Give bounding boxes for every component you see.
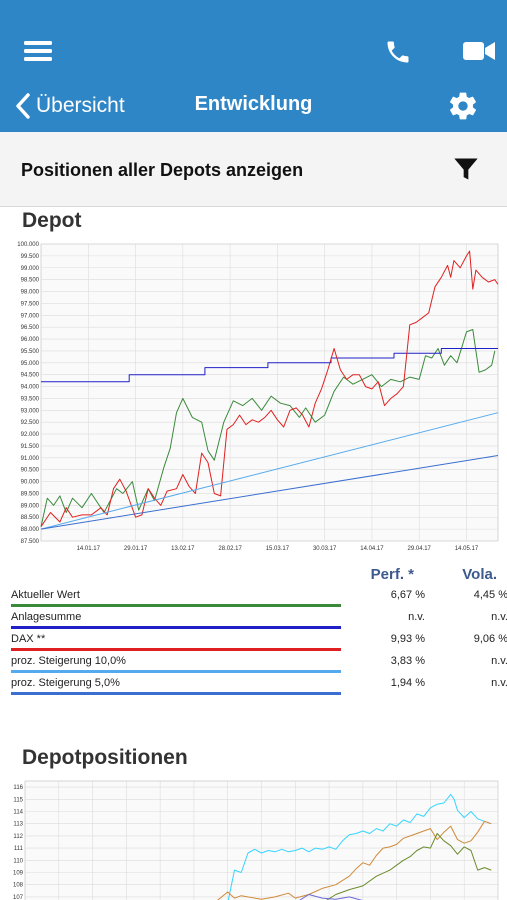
series-line-aktueller-wert: [40, 329, 496, 527]
back-button[interactable]: Übersicht: [14, 90, 125, 122]
x-tick-label: 13.02.17: [171, 546, 195, 552]
x-tick-label: 15.03.17: [266, 546, 290, 552]
legend-perf: n.v.: [408, 611, 425, 623]
page-title: Entwicklung: [194, 93, 313, 115]
y-tick-label: 90.500: [21, 468, 40, 474]
y-tick-label: 115: [13, 797, 23, 803]
legend-name: proz. Steigerung 10,0%: [11, 655, 126, 667]
y-tick-label: 98.500: [21, 278, 40, 284]
series-line-proz-steigerung-5-0-: [40, 455, 499, 530]
y-tick-label: 107: [13, 895, 24, 900]
depot-chart: 87.500 88.000 88.500 89.000 89.500 90.000 90.5…: [17, 242, 499, 552]
y-tick-label: 109: [13, 871, 24, 877]
legend-row-anlagesumme: Anlagesumme n.v. n.v.: [11, 611, 507, 633]
y-tick-label: 95.000: [21, 361, 40, 367]
y-tick-label: 96.000: [21, 337, 40, 343]
chevron-left-icon: [16, 93, 30, 119]
vola-column-header: Vola.: [462, 566, 497, 583]
legend-row-dax: DAX ** 9,93 % 9,06 %: [11, 633, 507, 655]
y-tick-label: 97.500: [21, 301, 40, 307]
y-tick-label: 94.000: [21, 385, 40, 391]
series-line-position: [326, 833, 492, 900]
series-line-proz-steigerung-10-0-: [40, 412, 499, 530]
legend-name: Aktueller Wert: [11, 589, 80, 601]
legend-row-steigerung-10: proz. Steigerung 10,0% 3,83 % n.v.: [11, 655, 507, 677]
x-tick-label: 28.02.17: [218, 546, 242, 552]
hamburger-icon[interactable]: [24, 40, 52, 62]
y-tick-label: 96.500: [21, 325, 40, 331]
y-tick-label: 91.000: [21, 456, 40, 462]
y-tick-label: 99.000: [21, 266, 40, 272]
phone-icon[interactable]: [384, 38, 412, 66]
y-tick-label: 111: [14, 846, 24, 852]
y-tick-label: 93.500: [21, 396, 40, 402]
y-tick-label: 89.000: [21, 503, 40, 509]
series-line-dax-: [40, 250, 499, 527]
x-tick-label: 14.05.17: [455, 546, 479, 552]
filter-row[interactable]: Positionen aller Depots anzeigen: [0, 132, 507, 207]
legend-name: proz. Steigerung 5,0%: [11, 677, 120, 689]
y-tick-label: 93.000: [21, 408, 40, 414]
positions-chart: 107 108 109 110 111 112 113 114 115 116: [13, 780, 499, 900]
y-tick-label: 94.500: [21, 373, 40, 379]
legend-perf: 6,67 %: [390, 589, 425, 601]
y-tick-label: 99.500: [21, 254, 40, 260]
y-tick-label: 116: [13, 785, 23, 791]
series-line-position: [299, 894, 363, 900]
legend-line: [11, 692, 341, 695]
legend-row-aktueller-wert: Aktueller Wert 6,67 % 4,45 %: [11, 589, 507, 611]
y-tick-label: 92.500: [21, 420, 40, 426]
positions-section-title: Depotpositionen: [22, 746, 188, 769]
legend-line: [11, 626, 341, 629]
y-tick-label: 114: [13, 810, 23, 816]
series-line-anlagesumme: [41, 348, 498, 383]
y-tick-label: 90.000: [21, 480, 40, 486]
y-tick-label: 98.000: [21, 290, 40, 296]
legend-name: DAX **: [11, 633, 46, 645]
video-camera-icon[interactable]: [463, 40, 495, 62]
y-tick-label: 113: [13, 822, 23, 828]
y-tick-label: 89.500: [21, 491, 40, 497]
legend-line: [11, 604, 341, 607]
y-tick-label: 100.000: [17, 242, 39, 248]
filter-funnel-icon[interactable]: [452, 155, 480, 183]
legend-vola: n.v.: [491, 677, 507, 689]
y-tick-label: 87.500: [21, 539, 40, 545]
app-header: [0, 0, 507, 132]
y-tick-label: 112: [13, 834, 23, 840]
back-label: Übersicht: [36, 94, 125, 117]
y-tick-label: 108: [13, 883, 24, 889]
series-line-position: [227, 793, 492, 900]
legend-line: [11, 648, 341, 651]
y-tick-label: 110: [13, 858, 23, 864]
x-tick-label: 14.01.17: [77, 546, 101, 552]
plot-area: [40, 243, 499, 542]
legend-perf: 3,83 %: [390, 655, 425, 667]
legend-vola: 4,45 %: [473, 589, 507, 601]
depot-section-title: Depot: [22, 209, 82, 232]
y-tick-label: 95.500: [21, 349, 40, 355]
gear-icon[interactable]: [447, 90, 479, 122]
legend-perf: 9,93 %: [390, 633, 425, 645]
x-tick-label: 29.01.17: [124, 546, 148, 552]
series-line-position: [217, 820, 492, 900]
legend-name: Anlagesumme: [11, 611, 82, 623]
legend-perf: 1,94 %: [390, 677, 425, 689]
legend-vola: n.v.: [491, 655, 507, 667]
perf-column-header: Perf. *: [370, 566, 414, 583]
y-tick-label: 88.000: [21, 527, 40, 533]
x-tick-label: 30.03.17: [313, 546, 337, 552]
y-tick-label: 91.500: [21, 444, 40, 450]
legend-vola: n.v.: [491, 611, 507, 623]
y-tick-label: 92.000: [21, 432, 40, 438]
legend-row-steigerung-5: proz. Steigerung 5,0% 1,94 % n.v.: [11, 677, 507, 699]
filter-label: Positionen aller Depots anzeigen: [21, 160, 304, 180]
y-tick-label: 88.500: [21, 515, 40, 521]
legend-line: [11, 670, 341, 673]
x-tick-label: 14.04.17: [360, 546, 384, 552]
y-tick-label: 97.000: [21, 313, 40, 319]
x-tick-label: 29.04.17: [408, 546, 432, 552]
legend-vola: 9,06 %: [473, 633, 507, 645]
